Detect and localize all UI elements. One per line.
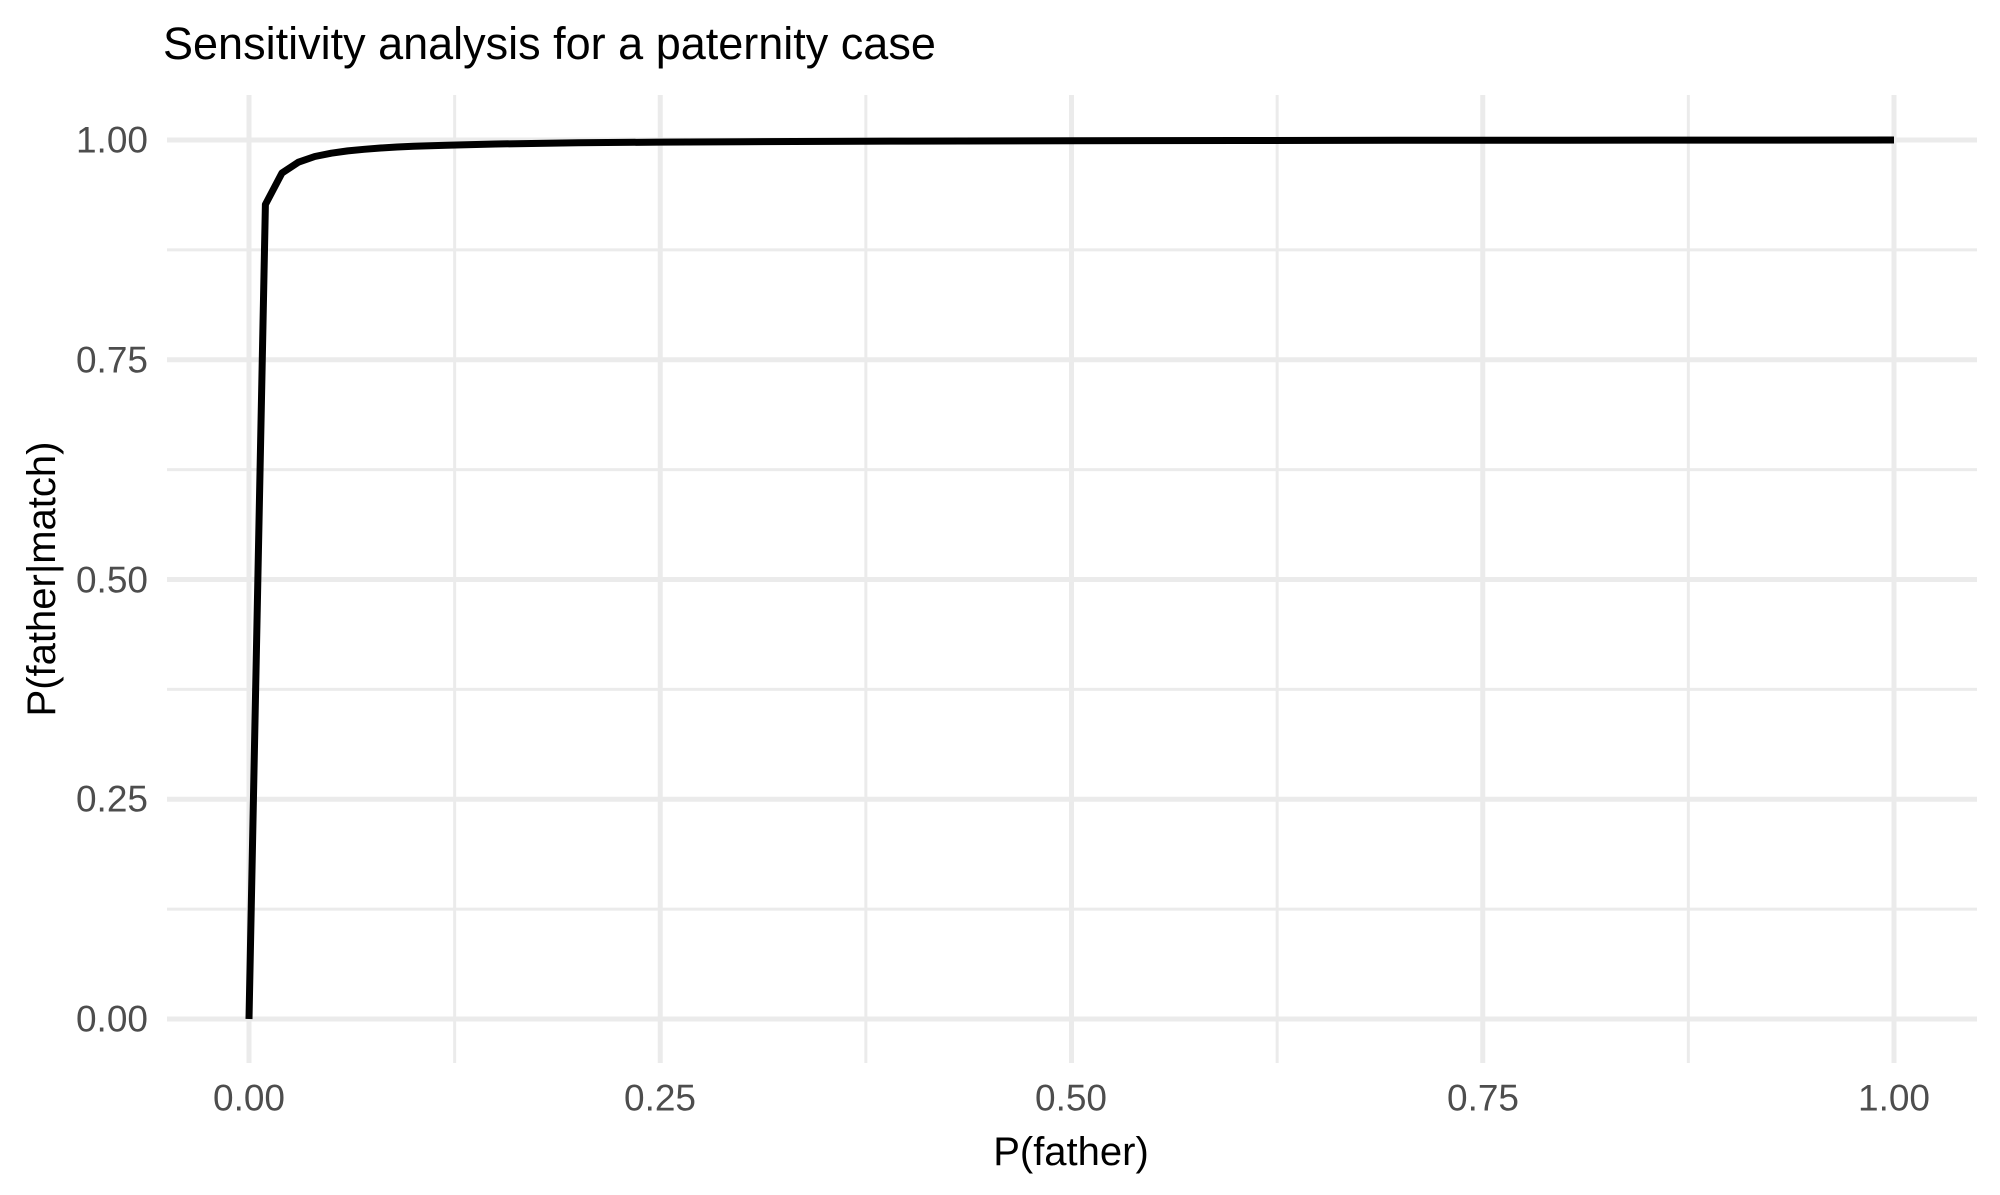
x-tick-label-1.00: 1.00 (1857, 1077, 1931, 1119)
y-tick-label-0.00: 0.00 (75, 998, 148, 1040)
chart-title: Sensitivity analysis for a paternity cas… (163, 18, 936, 69)
x-tick-label-0.50: 0.50 (1034, 1077, 1108, 1119)
major-gridlines (167, 95, 1977, 1063)
x-tick-label-0.25: 0.25 (623, 1077, 697, 1119)
y-axis-title: P(father|match) (20, 441, 64, 717)
x-tick-label-0.00: 0.00 (212, 1077, 286, 1119)
posterior-curve (245, 136, 1895, 1020)
y-tick-label-0.75: 0.75 (75, 339, 148, 381)
x-tick-label-0.75: 0.75 (1446, 1077, 1520, 1119)
y-tick-label-0.25: 0.25 (75, 778, 148, 820)
x-axis-title: P(father) (993, 1130, 1149, 1174)
y-tick-label-0.50: 0.50 (75, 559, 148, 601)
y-tick-label-1.00: 1.00 (75, 119, 148, 161)
